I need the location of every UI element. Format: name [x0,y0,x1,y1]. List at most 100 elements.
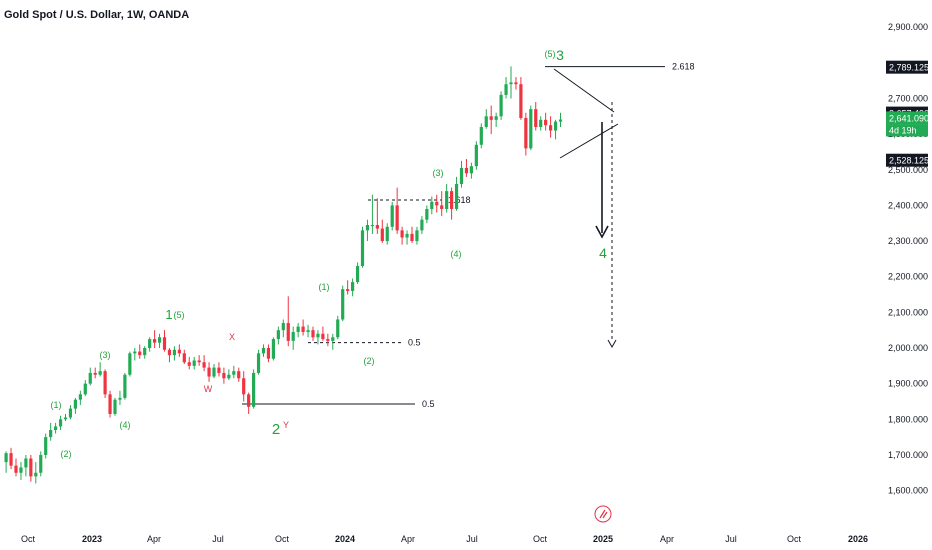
candle [395,187,399,234]
candle [524,112,528,156]
candle-body [187,362,191,366]
candle-body [177,349,181,354]
candle-body [54,426,58,430]
candle-body [346,289,350,291]
candle-body [499,94,503,117]
candle [405,230,409,245]
candle-body [39,454,43,473]
candle [454,176,459,211]
x-tick-label: 2026 [848,534,868,544]
candle-body [49,429,53,438]
candle [509,66,513,99]
candle [68,405,73,420]
x-tick-label: Apr [147,534,161,544]
candle-body [390,205,394,227]
x-tick-label: 2025 [593,534,613,544]
candle [360,226,365,268]
price-label-bg [886,111,928,125]
candle-body [24,458,28,468]
candle [252,369,256,409]
candle-body [539,119,543,127]
candle-body [276,330,280,340]
candle-body [385,226,389,242]
price-label-box: 4d 19h [886,124,928,137]
candle-body [326,339,330,341]
candle-body [341,289,345,320]
candle-body [430,201,434,209]
candle-body [167,349,172,356]
candle [212,364,216,379]
candle-body [148,339,152,348]
candle [445,184,449,213]
candle-body [296,326,300,332]
candle [435,194,439,213]
candle-body [316,333,320,338]
candle [24,454,28,477]
candle [380,219,384,243]
candle-body [365,225,370,231]
candle [9,447,13,470]
candle [499,91,503,120]
triangle-lower-line [559,123,619,159]
triangle-upper-line [553,68,615,113]
candle [108,390,112,418]
wave-label: (4) [120,420,131,430]
candle [558,112,563,127]
fib-layer: 2.618 1.618 0.5 0.5 [242,62,695,409]
y-tick-label: 2,200.000 [888,272,928,282]
candle-body [544,119,548,126]
candle-body [311,330,315,338]
candle-body [98,371,102,375]
candle [39,451,43,477]
price-label-text: 2,641.090 [889,113,929,123]
candle [534,102,538,131]
candle-body [133,351,137,354]
candle-body [484,116,488,127]
candle [182,349,186,365]
candle-body [336,319,340,338]
candle-body [489,116,493,120]
candle [504,77,508,99]
candle-body [153,339,157,343]
candle-layer [4,66,563,484]
candle-body [395,205,399,231]
candle-body [29,458,33,477]
candle-body [454,184,459,209]
wave-label: (1) [51,400,62,410]
y-axis: 2,900.0002,700.0002,600.0002,500.0002,40… [886,22,929,496]
candle [83,380,87,397]
candle [346,280,350,295]
candle [311,326,315,341]
candle-body [450,191,454,209]
candle [479,123,483,149]
candle [410,226,414,243]
candle-body [291,331,295,341]
candle [276,326,280,345]
wave-label: X [229,332,235,342]
candle-body [19,467,23,473]
candle-body [182,353,186,363]
candle [73,397,77,414]
candle [63,413,68,422]
candle [128,351,132,377]
candle-body [301,326,305,332]
candle-body [108,394,112,414]
candle [256,349,261,375]
candle-body [420,219,424,231]
candle [271,337,275,361]
candle-body [445,191,449,209]
candle-body [553,121,558,131]
wave4-arrow-head [595,225,609,239]
annotation-layer [553,68,619,349]
y-tick-label: 2,400.000 [888,200,928,210]
candle-body [68,408,73,418]
y-tick-label: 2,500.000 [888,165,928,175]
candle [553,119,558,140]
candle [58,415,63,430]
candle [494,112,498,127]
price-label-bg [886,124,928,137]
candle [450,187,454,220]
candle-body [494,116,498,120]
candle [489,105,493,135]
